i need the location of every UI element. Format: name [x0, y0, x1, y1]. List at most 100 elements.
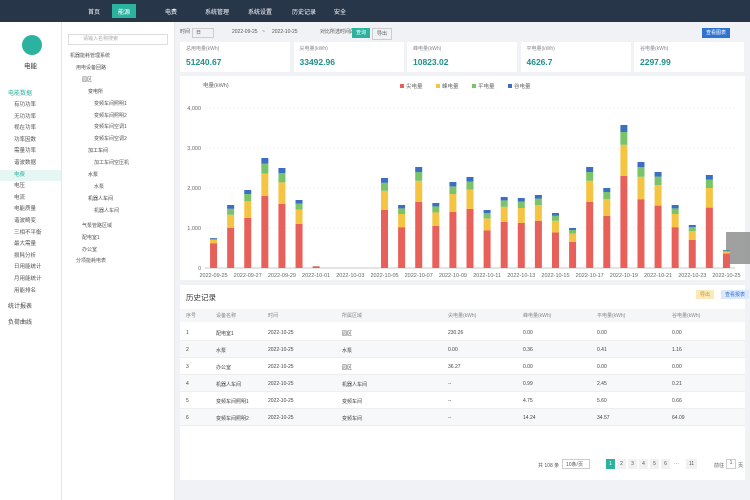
x-tick-label: 2022-10-13: [507, 273, 535, 279]
bar-segment: [723, 251, 730, 252]
table-button[interactable]: 导出: [696, 290, 714, 299]
page-number[interactable]: 11: [686, 459, 697, 469]
menu-item[interactable]: 有功功率: [0, 100, 61, 111]
tree-node[interactable]: 配电室1: [82, 234, 100, 241]
x-tick-label: 2022-10-01: [302, 273, 330, 279]
menu-item[interactable]: 电能质量: [0, 204, 61, 215]
nav-item[interactable]: 系统设置: [242, 4, 278, 18]
bar-segment: [518, 202, 525, 208]
goto-input[interactable]: 1: [726, 459, 736, 469]
legend-label: 平电量: [478, 82, 495, 90]
x-tick-label: 2022-09-25: [199, 273, 227, 279]
menu-item[interactable]: 电费: [0, 170, 61, 181]
table-cell: 园区: [342, 364, 352, 371]
menu-group[interactable]: 负荷曲线: [8, 317, 32, 326]
stat-label: 总用电量(kWh): [186, 45, 219, 52]
menu-item[interactable]: 用能排名: [0, 286, 61, 297]
tree-node[interactable]: 加工车间: [88, 147, 108, 154]
tb-checkbox[interactable]: 对比所选时间段: [320, 28, 355, 36]
tb-unit[interactable]: 日: [192, 28, 214, 38]
menu-item[interactable]: 谐波数据: [0, 158, 61, 169]
tree-node[interactable]: 分项能耗电表: [76, 257, 106, 264]
tree-node[interactable]: 变频车间照明1: [94, 100, 127, 107]
menu-item[interactable]: 需量功率: [0, 146, 61, 157]
bar-segment: [467, 182, 474, 190]
nav-item[interactable]: 历史记录: [286, 4, 322, 18]
table-cell: 2022-10-25: [268, 381, 294, 387]
page-number[interactable]: 1: [606, 459, 615, 469]
tree-node[interactable]: 水泵: [94, 183, 104, 190]
tree-node[interactable]: 机器人车间: [94, 207, 119, 214]
tb-view[interactable]: 查看图表: [702, 28, 730, 38]
x-tick-label: 2022-10-19: [610, 273, 638, 279]
bar-segment: [227, 215, 234, 228]
menu-item[interactable]: 谐波畸变: [0, 216, 61, 227]
table-cell: 机器人车间: [216, 381, 241, 388]
tree-node[interactable]: 气泵管路区域: [82, 222, 112, 229]
page-number[interactable]: 2: [617, 459, 626, 469]
tree-node[interactable]: 用电设备回路: [76, 64, 106, 71]
menu-group[interactable]: 电能数据: [8, 88, 32, 97]
tree-node[interactable]: 园区: [82, 76, 92, 83]
menu-item[interactable]: 无功功率: [0, 112, 61, 123]
menu-item[interactable]: 视在功率: [0, 123, 61, 134]
page-number[interactable]: 4: [639, 459, 648, 469]
table-button[interactable]: 查看报表: [721, 290, 749, 299]
bar-segment: [415, 202, 422, 268]
tree-node[interactable]: 变频车间空调2: [94, 135, 127, 142]
bar-segment: [467, 190, 474, 209]
y-tick-label: 1,000: [187, 226, 201, 232]
bar-segment: [501, 197, 508, 200]
tree-node[interactable]: 变电所: [88, 88, 103, 95]
page-number[interactable]: 3: [628, 459, 637, 469]
tree-node[interactable]: 办公室: [82, 246, 97, 253]
x-tick-label: 2022-10-05: [370, 273, 398, 279]
bar-segment: [261, 174, 268, 196]
tb-start[interactable]: 2022-09-25: [232, 28, 258, 36]
tb-sep: ~: [262, 28, 265, 36]
menu-item[interactable]: 最大需量: [0, 239, 61, 250]
tree-node[interactable]: 机器人车间: [88, 195, 113, 202]
nav-item[interactable]: 系统管理: [199, 4, 235, 18]
menu-group[interactable]: 统计报表: [8, 301, 32, 310]
table-cell: 1: [186, 330, 189, 336]
menu-item[interactable]: 日用能统计: [0, 262, 61, 273]
x-tick-label: 2022-10-17: [576, 273, 604, 279]
tree-node[interactable]: 机器能耗管理系统: [70, 52, 110, 59]
bar-segment: [484, 210, 491, 213]
menu-item[interactable]: 月用能统计: [0, 274, 61, 285]
bar-segment: [535, 199, 542, 206]
tree-node[interactable]: 水泵: [88, 171, 98, 178]
tree-node[interactable]: 变频车间照明2: [94, 112, 127, 119]
table-cell: 64.09: [672, 415, 685, 421]
tb-query[interactable]: 查询: [352, 28, 370, 38]
tree-node[interactable]: 加工车间空压机: [94, 159, 129, 166]
menu-item[interactable]: 三相不平衡: [0, 228, 61, 239]
tb-export[interactable]: 导出: [372, 28, 392, 40]
bar-segment: [501, 222, 508, 268]
tree-node[interactable]: 变频车间空调1: [94, 123, 127, 130]
table-header: 峰电量(kWh): [523, 312, 551, 319]
bar-segment: [518, 208, 525, 223]
bar-segment: [689, 227, 696, 231]
page-size[interactable]: 10条/页: [562, 459, 590, 469]
page-number[interactable]: 5: [650, 459, 659, 469]
menu-item[interactable]: 功率因数: [0, 135, 61, 146]
legend-swatch: [508, 84, 512, 88]
table-header: 时间: [268, 312, 278, 319]
nav-item[interactable]: 能源: [112, 4, 136, 18]
page-number[interactable]: 6: [661, 459, 670, 469]
menu-item[interactable]: 电压: [0, 181, 61, 192]
table-cell: 3: [186, 364, 189, 370]
tb-end[interactable]: 2022-10-25: [272, 28, 298, 36]
nav-item[interactable]: 电费: [159, 4, 183, 18]
chart: 电量(kWh)01,0002,0003,0004,000尖电量峰电量平电量谷电量…: [180, 76, 745, 280]
nav-item[interactable]: 安全: [328, 4, 352, 18]
bar-segment: [518, 223, 525, 268]
menu-item[interactable]: 损耗分析: [0, 251, 61, 262]
nav-item[interactable]: 首页: [82, 4, 106, 18]
menu-item[interactable]: 电流: [0, 193, 61, 204]
x-tick-label: 2022-10-09: [439, 273, 467, 279]
tree-search[interactable]: 请输入名称搜索: [68, 34, 168, 45]
